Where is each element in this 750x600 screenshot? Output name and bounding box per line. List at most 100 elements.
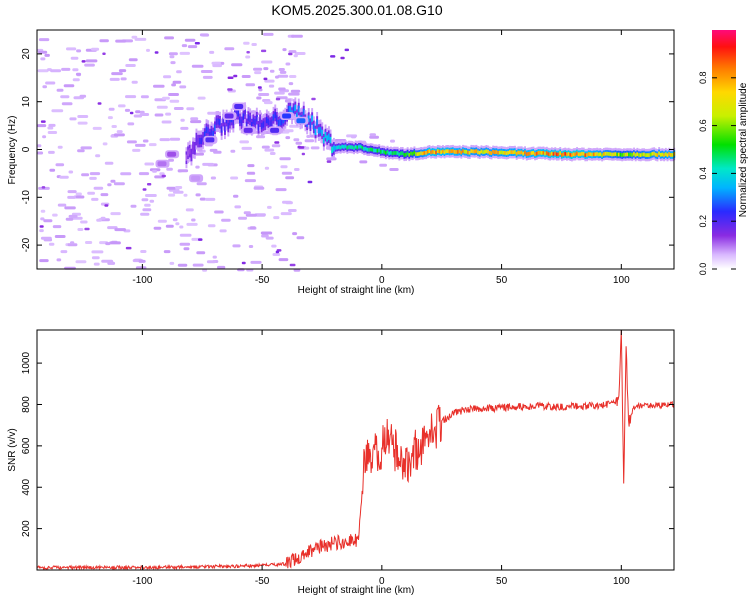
spectrogram-cell [472,149,474,154]
spectrogram-cell [507,150,510,155]
spectrogram-cell [85,59,98,63]
spectrogram-cell [288,92,300,96]
spectrogram-cell [180,118,185,122]
spectrogram-cell [118,104,126,108]
spectrogram-cell [248,245,254,248]
spectrogram-cell [381,149,384,154]
spectrogram-cell [653,151,656,156]
spectrogram-cell [425,151,428,155]
spectrogram-cell [233,74,238,78]
spectrogram-cell [166,167,173,171]
colorbar-gradient [712,30,736,269]
snr-y-tick-label: 600 [21,437,32,454]
spectrogram-cell [279,157,291,161]
spectrogram-cell [157,219,167,223]
spectrogram-cell [487,149,490,154]
spectrogram-cell [259,117,262,124]
spectrogram-cell [141,198,149,202]
spectrogram-cell [179,242,191,246]
spectrogram-cell [100,193,109,197]
spectrogram-cell [187,45,198,49]
spectrogram-cell [618,152,620,157]
spectrogram-cell [130,204,137,208]
spectrogram-cell [91,250,104,254]
spectrogram-cell [274,111,277,119]
spectrogram-cell [656,153,659,157]
spectrogram-cell [169,99,180,103]
spectrogram-cell [405,152,407,157]
spectrogram-cell [312,123,315,130]
spectrogram-cell [566,152,568,157]
spectrogram-y-tick-label: -10 [21,190,32,205]
spectrogram-cell [475,149,478,153]
spectrogram-cell [250,122,253,129]
spectrogram-cell [307,115,310,122]
spectrogram-cell [430,150,433,155]
spectrogram-cell [241,146,252,150]
spectrogram-cell [262,121,265,128]
spectrogram-cell [235,109,238,117]
spectrogram-cell [596,152,599,156]
spectrogram-cell [212,130,215,138]
spectrogram-cell [520,150,523,155]
spectrogram-cell [311,115,314,122]
spectrogram-cell [258,88,263,92]
spectrogram-cell [168,93,179,96]
spectrogram-cell [602,152,605,156]
spectrogram-cell [124,108,131,112]
spectrogram-cell [238,216,247,220]
spectrogram-cell [60,250,68,254]
spectrogram-cell [525,152,528,157]
spectrogram-cell [601,153,604,158]
spectrogram-cell [462,149,464,153]
spectrogram-cell [297,145,301,149]
spectrogram-cell [577,152,580,157]
spectrogram-cell [135,266,147,270]
spectrogram-x-tick-label: -100 [132,275,152,286]
spectrogram-cell [586,153,588,157]
spectrogram-cell [282,129,294,133]
spectrogram-cell [148,143,157,147]
spectrogram-cell [64,206,76,210]
snr-x-tick-label: 50 [496,576,508,587]
spectrogram-cell [138,172,150,176]
spectrogram-cell [38,38,50,42]
spectrogram-cell [550,151,553,156]
spectrogram-cell [413,150,416,155]
spectrogram-cell [391,151,394,156]
spectrogram-cell [162,96,170,100]
spectrogram-cell [294,168,300,171]
spectrogram-x-tick-label: 100 [613,275,630,286]
spectrogram-cell [75,72,82,76]
spectrogram-cell [245,55,251,59]
spectrogram-cell [221,218,231,222]
spectrogram-cell [93,186,104,190]
spectrogram-cell [621,153,624,157]
spectrogram-cell [452,149,454,153]
spectrogram-cell [554,151,557,156]
snr-x-tick-label: -100 [132,576,152,587]
spectrogram-cell [572,152,575,157]
colorbar-tick-label: 0.4 [698,167,708,180]
spectrogram-cell [185,208,194,212]
spectrogram-cell [354,144,357,149]
spectrogram-cell [244,109,246,116]
spectrogram-cell [79,94,87,98]
spectrogram-cell [249,226,256,230]
spectrogram-cell [272,114,275,121]
spectrogram-cell [515,151,518,156]
spectrogram-cell [532,150,535,155]
spectrogram-cell [207,127,210,134]
spectrogram-cell [285,176,295,180]
spectrogram-cell [48,123,56,127]
spectrogram-cell [168,158,174,162]
spectrogram-cell [237,110,240,117]
colorbar-tick-label: 0.6 [698,119,708,132]
spectrogram-cell [547,152,550,156]
spectrogram-cell [48,150,55,154]
spectrogram-y-tick-label: 0 [21,146,32,152]
spectrogram-cell [512,150,515,155]
spectrogram-cell [100,216,106,220]
